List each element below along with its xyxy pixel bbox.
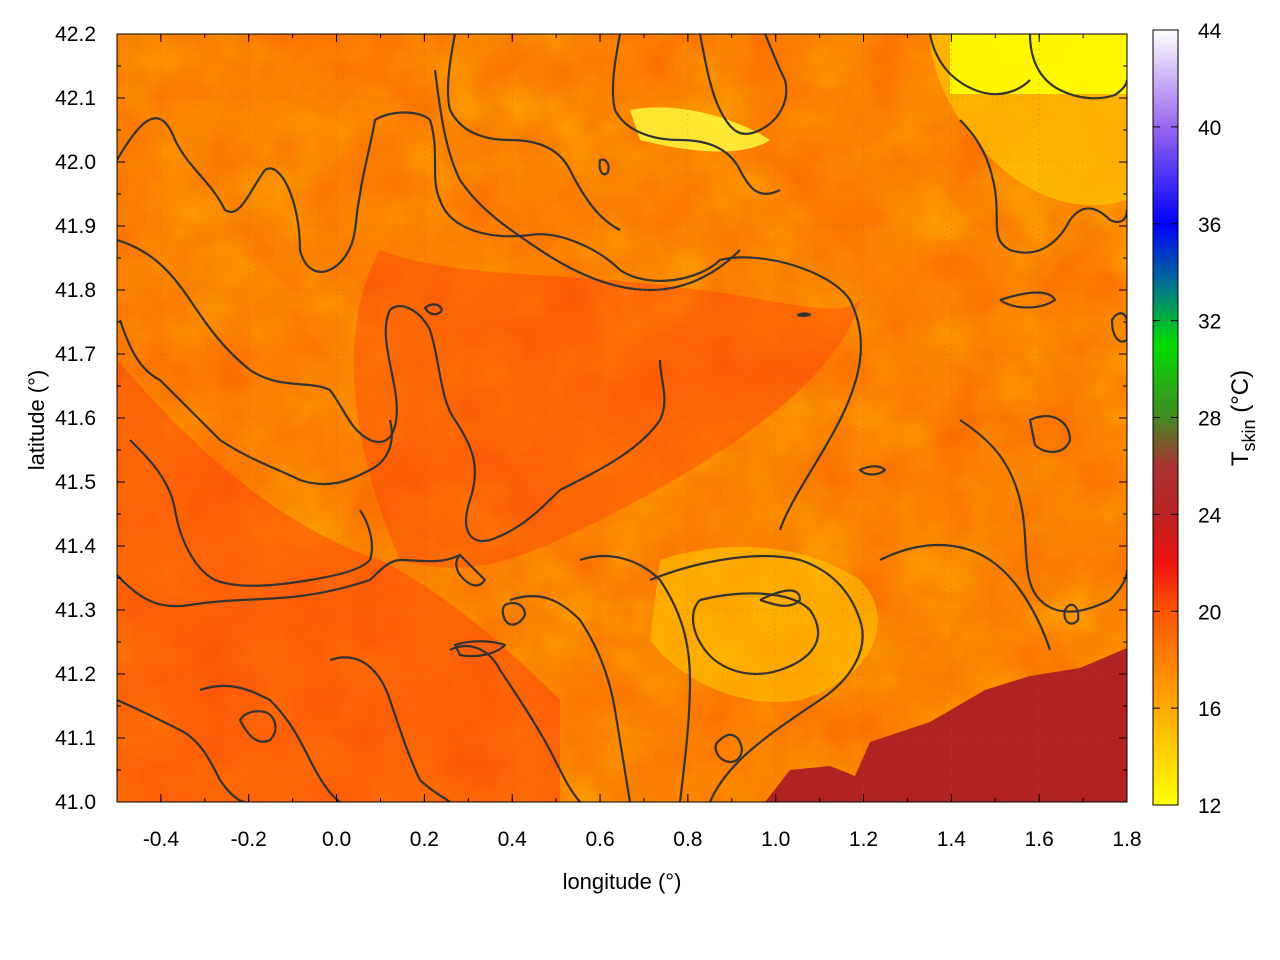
x-tick-label: 0.4 <box>498 828 528 851</box>
y-axis-ticks: 41.0 41.1 41.2 41.3 41.4 41.5 41.6 41.7 41.8 41.9… <box>55 23 1127 814</box>
contour-line <box>1063 603 1080 625</box>
colorbar-label: Tskin (°C) <box>1227 370 1259 466</box>
contour-line <box>329 656 451 802</box>
y-tick-label: 41.8 <box>55 279 96 302</box>
contour-line <box>598 158 610 176</box>
contour-line <box>238 710 277 743</box>
x-axis-label: longitude (°) <box>563 869 682 894</box>
y-tick-label: 41.2 <box>55 663 96 686</box>
contour-line <box>611 34 781 196</box>
x-tick-label: 0.8 <box>673 828 702 851</box>
contour-line <box>649 555 864 802</box>
x-tick-label: 0.0 <box>322 828 351 851</box>
contour-line <box>446 34 621 231</box>
y-tick-label: 41.5 <box>55 471 96 494</box>
contour-line <box>423 303 444 316</box>
colorbar: 12 16 20 24 28 32 36 40 44 Tskin (°C) <box>1152 20 1259 818</box>
contour-line <box>199 684 341 802</box>
x-axis-ticks: -0.4 -0.2 0.0 0.2 0.4 0.6 0.8 1.0 1.2 1.4 1.6 1.8 <box>116 34 1142 851</box>
x-tick-label: 1.8 <box>1112 828 1141 851</box>
contour-lines <box>117 34 1127 802</box>
contour-line <box>117 554 461 608</box>
colorbar-tick-label: 20 <box>1198 601 1221 624</box>
contour-line <box>117 238 666 543</box>
heatmap-region-hot-west <box>117 360 560 802</box>
heatmap-region-sea <box>765 648 1127 802</box>
contour-line <box>1028 34 1127 100</box>
contour-line <box>879 544 1052 651</box>
colorbar-tick-label: 32 <box>1198 311 1221 334</box>
contour-line <box>453 640 507 658</box>
contour-line <box>509 595 632 802</box>
colorbar-label-sub: skin <box>1239 419 1259 451</box>
contour-line <box>858 465 887 476</box>
colorbar-tick-label: 44 <box>1198 20 1222 43</box>
x-tick-label: 0.2 <box>410 828 439 851</box>
y-tick-label: 41.1 <box>55 727 96 750</box>
contour-line <box>433 69 741 292</box>
contour-line <box>579 555 692 802</box>
heatmap-region-cool-north <box>630 107 770 152</box>
heatmap-region-cool-south <box>650 546 878 702</box>
x-tick-label: -0.2 <box>231 828 267 851</box>
y-tick-label: 41.0 <box>55 791 96 814</box>
contour-line <box>959 119 1127 254</box>
contour-line <box>501 601 527 626</box>
grid-lines <box>117 34 1127 802</box>
y-axis-label: latitude (°) <box>24 370 49 471</box>
contour-line <box>759 589 802 607</box>
y-tick-label: 41.3 <box>55 599 96 622</box>
colorbar-tick-label: 24 <box>1198 504 1222 527</box>
colorbar-tick-label: 28 <box>1198 408 1221 431</box>
y-tick-label: 42.0 <box>55 151 96 174</box>
contour-line <box>449 645 581 802</box>
x-tick-label: -0.4 <box>143 828 180 851</box>
contour-line <box>959 419 1127 613</box>
contour-line <box>118 319 393 486</box>
x-tick-label: 1.6 <box>1025 828 1054 851</box>
y-tick-label: 41.6 <box>55 407 96 430</box>
heatmap-region-coolest <box>950 34 1127 94</box>
heatmap-area <box>117 34 1127 802</box>
colorbar-ticks: 12 16 20 24 28 32 36 40 44 <box>1153 20 1222 818</box>
y-tick-label: 41.9 <box>55 215 96 238</box>
contour-line <box>455 553 487 587</box>
contour-line <box>117 111 862 531</box>
y-tick-label: 41.4 <box>55 535 96 558</box>
colorbar-label-unit: (°C) <box>1227 370 1254 420</box>
colorbar-tick-label: 16 <box>1198 698 1221 721</box>
y-tick-label: 42.1 <box>55 87 96 110</box>
contour-line <box>1110 312 1127 343</box>
colorbar-label-main: T <box>1227 451 1254 466</box>
y-tick-label: 42.2 <box>55 23 96 46</box>
contour-line <box>129 439 374 587</box>
contour-line <box>796 312 812 317</box>
x-tick-label: 1.2 <box>849 828 878 851</box>
x-tick-label: 1.0 <box>761 828 790 851</box>
contour-line <box>714 733 744 763</box>
colorbar-tick-label: 12 <box>1198 795 1221 818</box>
heatmap-region-hot-center <box>353 250 860 568</box>
colorbar-tick-label: 36 <box>1198 214 1221 237</box>
contour-line <box>1028 415 1072 453</box>
x-tick-label: 1.4 <box>937 828 967 851</box>
contour-line <box>117 698 246 802</box>
contour-line <box>698 34 788 136</box>
y-tick-label: 41.7 <box>55 343 96 366</box>
x-tick-label: 0.6 <box>585 828 614 851</box>
contour-line <box>928 34 1031 96</box>
colorbar-tick-label: 40 <box>1198 117 1221 140</box>
contour-line <box>692 592 820 675</box>
contour-line <box>999 291 1057 309</box>
